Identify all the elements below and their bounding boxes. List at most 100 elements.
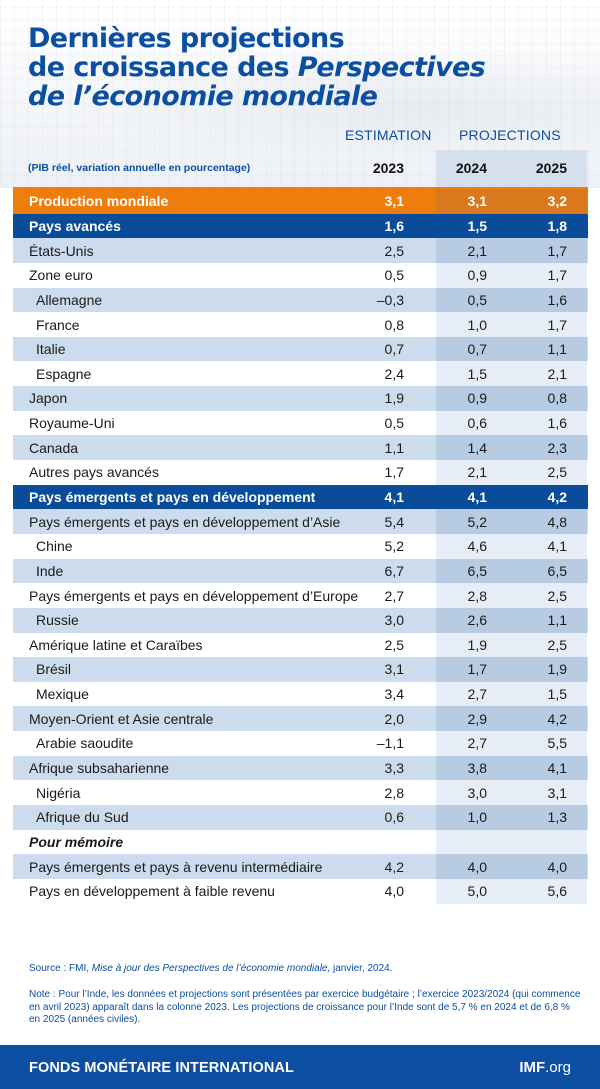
link-bold: IMF xyxy=(519,1059,546,1076)
value-2024: 4,6 xyxy=(467,538,487,555)
table-row: Allemagne –0,3 0,5 1,6 xyxy=(13,287,588,313)
value-2023: 0,5 xyxy=(384,267,404,284)
table-row: Nigéria 2,8 3,0 3,1 xyxy=(13,780,588,806)
value-2024: 4,0 xyxy=(467,858,487,875)
header-mesh-background xyxy=(0,0,600,188)
row-label: Pays émergents et pays en développement … xyxy=(29,513,341,530)
table-row: Brésil 3,1 1,7 1,9 xyxy=(13,657,588,682)
row-label: Arabie saoudite xyxy=(36,735,134,752)
value-2024: 1,9 xyxy=(467,636,487,653)
value-2023: –1,1 xyxy=(376,735,404,752)
footnote: Note : Pour l’Inde, les données et proje… xyxy=(29,989,581,1025)
value-2024: 0,9 xyxy=(467,267,487,284)
row-label: Russie xyxy=(36,612,79,629)
table-row: Inde 6,7 6,5 6,5 xyxy=(13,558,588,584)
source-note: Source : FMI, Mise à jour des Perspectiv… xyxy=(29,963,393,974)
projection-cell-shade xyxy=(436,361,587,387)
value-2024: 5,0 xyxy=(467,883,487,900)
row-label: Inde xyxy=(36,562,64,579)
projection-cell-shade xyxy=(436,287,587,313)
projection-cell-shade xyxy=(436,805,587,830)
value-2025: 6,5 xyxy=(547,562,567,579)
value-2024: 2,7 xyxy=(467,686,487,703)
table-row: Afrique subsaharienne 3,3 3,8 4,1 xyxy=(13,755,588,781)
row-label: Pays avancés xyxy=(29,217,121,234)
table-row: Moyen-Orient et Asie centrale 2,0 2,9 4,2 xyxy=(13,706,588,732)
projection-cell-shade xyxy=(436,410,587,436)
projections-header-shade xyxy=(436,150,587,189)
value-2024: 1,4 xyxy=(467,439,487,456)
value-2024: 3,8 xyxy=(467,760,487,777)
value-2025: 2,5 xyxy=(547,464,567,481)
value-2025: 4,1 xyxy=(547,760,567,777)
value-2025: 1,5 xyxy=(547,686,567,703)
projections-label: PROJECTIONS xyxy=(459,127,561,143)
title-line-2: de croissance des xyxy=(28,52,298,83)
projection-cell-shade xyxy=(436,484,587,510)
value-2023: 2,0 xyxy=(384,710,404,727)
table-row: Arabie saoudite –1,1 2,7 5,5 xyxy=(13,731,588,756)
row-label: Canada xyxy=(29,439,79,456)
value-2024: 0,5 xyxy=(467,291,487,308)
year-header-2023: 2023 xyxy=(372,160,404,176)
value-2024: 1,5 xyxy=(467,365,487,382)
footer-organization: FONDS MONÉTAIRE INTERNATIONAL xyxy=(29,1060,294,1076)
projection-cell-shade xyxy=(436,435,587,461)
projection-cell-shade xyxy=(436,509,587,534)
table-row: Pays émergents et pays en développement 4… xyxy=(13,484,588,510)
value-2024: 2,6 xyxy=(467,612,487,629)
row-label: Afrique subsaharienne xyxy=(29,760,170,777)
value-2024: 2,9 xyxy=(467,710,487,727)
year-header-2024: 2024 xyxy=(455,160,487,176)
value-2023: 0,6 xyxy=(384,809,404,826)
value-2025: 1,6 xyxy=(547,291,567,308)
projection-cell-shade xyxy=(436,213,587,239)
row-label: Autres pays avancés xyxy=(29,464,159,481)
value-2023: 5,4 xyxy=(384,513,404,530)
table-row: Zone euro 0,5 0,9 1,7 xyxy=(13,262,588,288)
imf-website-link[interactable]: IMF.org xyxy=(519,1059,571,1076)
table-row: Espagne 2,4 1,5 2,1 xyxy=(13,361,588,387)
row-label: Royaume-Uni xyxy=(29,415,115,432)
value-2023: 2,5 xyxy=(384,636,404,653)
value-2024: 1,0 xyxy=(467,316,487,333)
units-caption: (PIB réel, variation annuelle en pourcen… xyxy=(28,162,251,174)
value-2024: 6,5 xyxy=(467,562,487,579)
value-2025: 1,7 xyxy=(547,316,567,333)
table-row: Pour mémoire xyxy=(13,829,588,855)
projection-cell-shade xyxy=(436,681,587,707)
projection-cell-shade xyxy=(436,583,587,608)
source-date: janvier, 2024. xyxy=(330,963,393,974)
value-2025: 3,1 xyxy=(547,784,567,801)
row-label: Brésil xyxy=(36,661,72,678)
row-label: Italie xyxy=(36,341,66,358)
value-2023: 0,7 xyxy=(384,341,404,358)
value-2023: 6,7 xyxy=(384,562,404,579)
value-2024: 5,2 xyxy=(467,513,487,530)
projection-cell-shade xyxy=(436,829,587,855)
projection-cell-shade xyxy=(436,558,587,584)
title-line-3: de l’économie mondiale xyxy=(28,81,378,112)
value-2025: 4,2 xyxy=(547,489,567,505)
value-2023: 5,2 xyxy=(384,538,404,555)
value-2023: 3,4 xyxy=(384,686,404,703)
projection-cell-shade xyxy=(436,312,587,337)
source-prefix: Source : FMI, xyxy=(29,963,92,974)
value-2025: 5,6 xyxy=(547,883,567,900)
table-row: Pays émergents et pays en développement … xyxy=(13,583,588,608)
value-2025: 2,5 xyxy=(547,587,567,604)
value-2023: 0,5 xyxy=(384,415,404,432)
projection-cell-shade xyxy=(436,336,587,362)
value-2025: 3,2 xyxy=(547,193,567,210)
value-2024: 1,5 xyxy=(467,217,487,234)
value-2025: 1,8 xyxy=(547,217,567,234)
header-divider xyxy=(13,187,588,189)
value-2024: 1,0 xyxy=(467,809,487,826)
projection-cell-shade xyxy=(436,780,587,806)
projection-cell-shade xyxy=(436,386,587,411)
value-2024: 1,7 xyxy=(467,661,487,678)
value-2025: 1,7 xyxy=(547,267,567,284)
footer-bar: FONDS MONÉTAIRE INTERNATIONAL IMF.org xyxy=(0,1045,600,1089)
row-label: Nigéria xyxy=(36,784,81,801)
row-label: Japon xyxy=(29,390,68,407)
